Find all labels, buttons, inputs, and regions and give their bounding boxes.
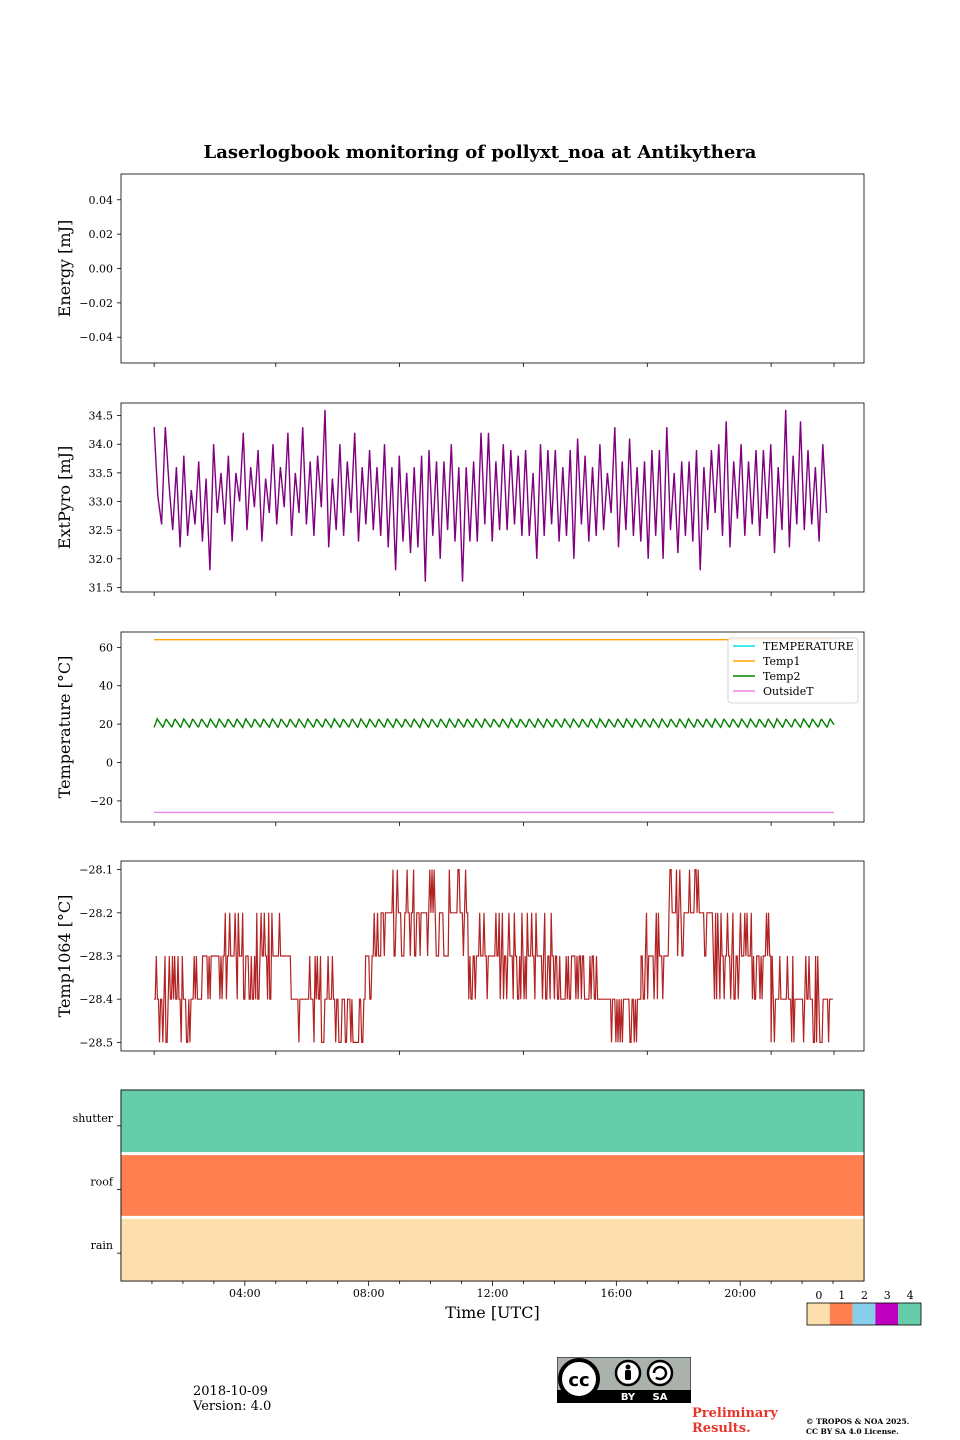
- y-tick-label: 60: [99, 641, 113, 654]
- x-tick-label: 04:00: [229, 1287, 261, 1300]
- copyright-line-1: © TROPOS & NOA 2025.: [806, 1417, 910, 1426]
- by-icon-body: [625, 1370, 631, 1380]
- y-tick-label: −28.1: [79, 864, 113, 877]
- y-tick-label: −20: [90, 795, 113, 808]
- y-tick-label: −28.3: [79, 950, 113, 963]
- y-tick-label: −0.02: [79, 297, 113, 310]
- panel-temperature: −20 0 20 40 60 Temperature [°C] TEMPERATURE Tem…: [55, 631, 865, 826]
- y-axis-label: Temperature [°C]: [55, 656, 74, 799]
- sa-icon: [646, 1359, 674, 1387]
- colorbar-tick-label: 2: [861, 1289, 868, 1302]
- colorbar-tick-label: 4: [907, 1289, 914, 1302]
- by-label: BY: [621, 1392, 636, 1403]
- status-row-label-rain: rain: [91, 1239, 113, 1252]
- x-tick-label: 20:00: [724, 1287, 756, 1300]
- y-tick-label: 33.5: [89, 467, 114, 480]
- cc-icon: [558, 1358, 600, 1400]
- axes-frame-energy: [120, 173, 865, 364]
- x-tick-label: 12:00: [477, 1287, 509, 1300]
- status-row-label-roof: roof: [90, 1176, 114, 1189]
- series-extpyro-line: [153, 409, 828, 582]
- y-tick-label: 32.5: [89, 524, 114, 537]
- legend-label-temp1: Temp1: [763, 655, 800, 668]
- y-tick-label: 32.0: [89, 553, 114, 566]
- y-tick-label: 40: [99, 680, 113, 693]
- panel-temp1064: −28.5 −28.4 −28.3 −28.2 −28.1 Temp1064 [°C]: [55, 860, 865, 1055]
- y-tick-label: 33.0: [89, 496, 114, 509]
- y-tick-label: 0.04: [89, 194, 114, 207]
- sa-label: SA: [653, 1392, 668, 1403]
- colorbar-frame: [806, 1302, 922, 1326]
- sa-icon-arrow: [652, 1365, 668, 1381]
- footer-date-version: 2018-10-09 Version: 4.0: [193, 1384, 271, 1414]
- y-tick-label: −0.04: [79, 331, 113, 344]
- x-tick-label: 16:00: [600, 1287, 632, 1300]
- axes-frame-extpyro: [120, 402, 865, 593]
- y-axis-label: Temp1064 [°C]: [55, 895, 74, 1018]
- chart-title: Laserlogbook monitoring of pollyxt_noa a…: [204, 142, 757, 163]
- y-tick-label: −28.2: [79, 907, 113, 920]
- series-temp2-line: [153, 717, 835, 729]
- legend: TEMPERATURE Temp1 Temp2 OutsideT: [727, 637, 859, 704]
- colorbar-tick-label: 1: [838, 1289, 845, 1302]
- legend-box: [727, 637, 859, 704]
- y-tick-label: 34.0: [89, 438, 114, 451]
- y-tick-label: 31.5: [89, 581, 114, 594]
- y-tick-label: 20: [99, 718, 113, 731]
- cc-icon-text: cc: [568, 1370, 589, 1391]
- y-axis-label: ExtPyro [mJ]: [55, 446, 74, 549]
- y-tick-label: −28.4: [79, 993, 113, 1006]
- copyright-note: © TROPOS & NOA 2025. CC BY SA 4.0 Licens…: [806, 1417, 909, 1437]
- x-axis-label: Time [UTC]: [445, 1303, 539, 1322]
- colorbar-tick-label: 0: [815, 1289, 822, 1302]
- status-row-shutter: [121, 1090, 864, 1154]
- legend-label-temperature: TEMPERATURE: [763, 640, 854, 653]
- colorbar-cell-1: [829, 1303, 853, 1325]
- status-row-roof: [121, 1153, 864, 1218]
- date-text: 2018-10-09: [193, 1384, 268, 1399]
- colorbar-cell-2: [852, 1303, 876, 1325]
- by-icon-head: [625, 1364, 631, 1370]
- colorbar-cell-3: [875, 1303, 899, 1325]
- colorbar-cell-0: [807, 1303, 830, 1325]
- y-tick-label: 0: [106, 757, 113, 770]
- y-tick-label: −28.5: [79, 1036, 113, 1049]
- colorbar: 0 1 2 3 4: [806, 1289, 922, 1326]
- y-tick-label: 0.00: [89, 263, 114, 276]
- copyright-line-2: CC BY SA 4.0 License.: [806, 1427, 899, 1436]
- cc-license-badge[interactable]: cc BY SA: [557, 1357, 691, 1403]
- legend-label-temp2: Temp2: [763, 670, 800, 683]
- panel-extpyro: 31.5 32.0 32.5 33.0 33.5 34.0 34.5 ExtPyro [mJ]: [55, 402, 865, 596]
- preliminary-results-note: Preliminary Results.: [692, 1406, 778, 1436]
- panel-status: shutter roof rain 04:00 08:00 12:00 16:00 20:00…: [73, 1089, 865, 1322]
- colorbar-cell-4: [898, 1303, 921, 1325]
- y-tick-label: 34.5: [89, 410, 114, 423]
- preliminary-line-2: Results.: [692, 1421, 751, 1436]
- panels: −0.04 −0.02 0.00 0.02 0.04 Energy [mJ] 31.5 32.…: [55, 173, 865, 1322]
- legend-label-outsidet: OutsideT: [763, 685, 814, 698]
- y-axis-label: Energy [mJ]: [55, 220, 74, 318]
- x-tick-label: 08:00: [353, 1287, 385, 1300]
- panel-energy: −0.04 −0.02 0.00 0.02 0.04 Energy [mJ]: [55, 173, 865, 367]
- preliminary-line-1: Preliminary: [692, 1406, 778, 1421]
- status-row-rain: [121, 1217, 864, 1281]
- version-text: Version: 4.0: [193, 1399, 272, 1414]
- series-temp1064-line: [154, 868, 833, 1044]
- colorbar-tick-label: 3: [884, 1289, 891, 1302]
- status-row-label-shutter: shutter: [73, 1112, 114, 1125]
- y-tick-label: 0.02: [89, 228, 114, 241]
